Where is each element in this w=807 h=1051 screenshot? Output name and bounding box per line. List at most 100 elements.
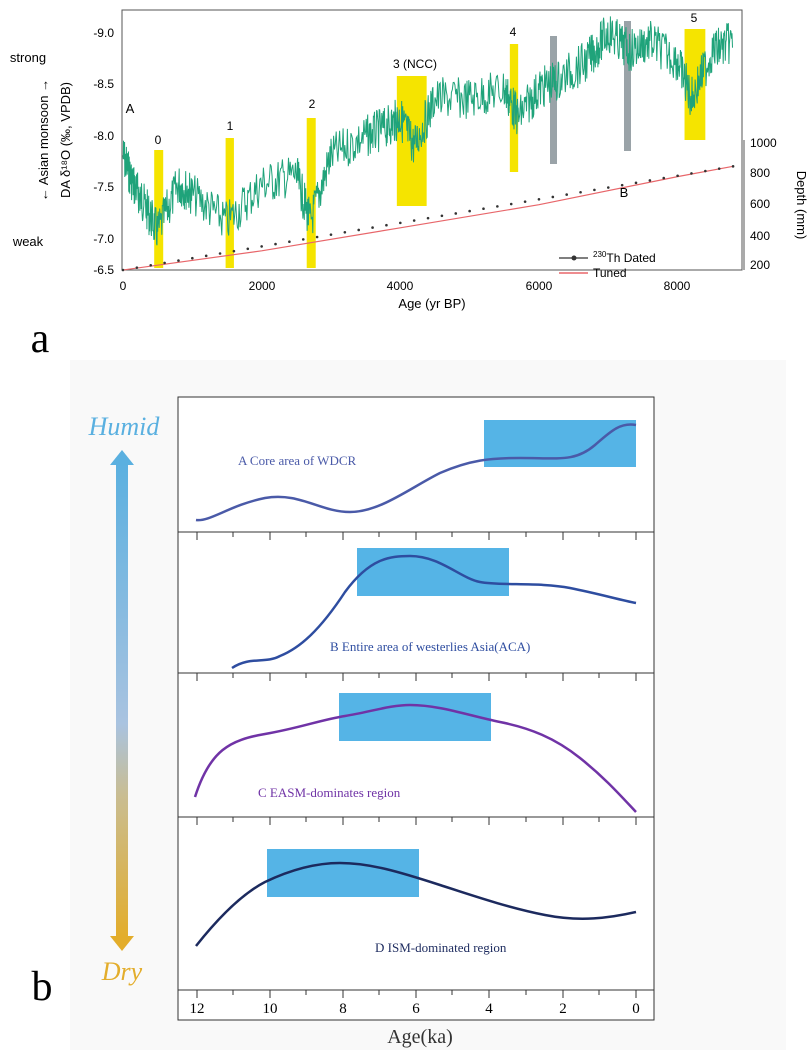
dated-point: [426, 216, 430, 220]
b-x-axis-label: Age(ka): [387, 1026, 453, 1048]
x-tick-label: 12: [190, 1001, 205, 1017]
event-label: 5: [691, 11, 698, 25]
dated-point: [537, 198, 541, 201]
dated-point: [163, 261, 166, 265]
dated-point: [482, 207, 485, 211]
b-x-axis: 12 10 8 6 4 2 0 Age(ka): [190, 1001, 640, 1048]
dated-point: [232, 249, 236, 253]
dated-point: [468, 209, 471, 213]
humid-box-a: [484, 420, 636, 467]
dated-point: [315, 235, 319, 239]
panel-letter-a: a: [31, 316, 50, 362]
dated-point: [343, 230, 347, 234]
left-axis: -9.0 -8.5 -8.0 -7.5 -7.0 -6.5: [93, 26, 114, 277]
legend: 230Th Dated Tuned: [559, 250, 656, 280]
gray-event-bar: [624, 21, 631, 151]
dated-point: [606, 186, 610, 189]
dated-point: [565, 193, 568, 196]
humid-box-c: [339, 693, 491, 741]
dated-point: [177, 259, 180, 262]
subpanel-axes: [178, 531, 654, 998]
curve-a: [195, 423, 637, 522]
right-tick-label: 800: [750, 166, 770, 180]
dated-point: [301, 238, 305, 241]
x-tick-label: 0: [120, 279, 127, 293]
dated-point: [218, 252, 222, 255]
down-arrowhead-icon: [110, 936, 134, 951]
right-tick-label: 1000: [750, 136, 777, 150]
dated-point: [593, 188, 596, 192]
up-arrowhead-icon: [110, 450, 134, 465]
dated-point: [274, 242, 277, 246]
left-tick-label: -8.0: [93, 129, 114, 143]
dated-point: [246, 247, 250, 251]
legend-dated: 230Th Dated: [593, 250, 656, 265]
oxygen-isotope-series: [122, 16, 733, 246]
right-tick-label: 200: [750, 258, 770, 272]
legend-tuned: Tuned: [593, 266, 627, 280]
x-tick-label: 2000: [249, 279, 276, 293]
x-tick-label: 6: [412, 1001, 420, 1017]
humid-label: Humid: [88, 412, 161, 441]
event-label: 4: [510, 25, 517, 39]
panel-b: Humid Dry A Core area of WDCR B Entire a…: [32, 360, 786, 1050]
humid-box-b: [357, 548, 509, 596]
dated-point: [412, 219, 416, 222]
event-bar: [306, 118, 316, 268]
curve-label-c: C EASM-dominates region: [258, 785, 401, 800]
dated-point: [385, 223, 388, 227]
dated-point: [662, 176, 666, 180]
dated-point: [371, 226, 374, 229]
monsoon-label: ← Asian monsoon →: [36, 79, 51, 201]
dated-point: [579, 190, 582, 194]
dated-point: [399, 221, 402, 225]
dated-point: [288, 240, 291, 244]
left-tick-label: -9.0: [93, 26, 114, 40]
humid-box-d: [267, 849, 419, 897]
left-tick-label: -8.5: [93, 77, 114, 91]
curve-b: [231, 554, 637, 670]
dated-point: [440, 214, 444, 218]
x-tick-label: 0: [632, 1001, 640, 1017]
dated-point: [204, 254, 208, 258]
left-tick-label: -7.0: [93, 232, 114, 246]
label-a: A: [126, 101, 135, 116]
event-label: 1: [227, 119, 234, 133]
x-axis: 0 2000 4000 6000 8000 Age (yr BP): [120, 279, 691, 311]
dated-point: [676, 174, 679, 178]
dated-point: [454, 212, 458, 215]
dated-point: [717, 167, 721, 170]
dated-point: [496, 205, 499, 208]
curve-d: [195, 861, 637, 947]
panel-a: -9.0 -8.5 -8.0 -7.5 -7.0 -6.5 1000 800 6…: [10, 9, 807, 362]
dated-point: [509, 202, 513, 206]
left-tick-label: -6.5: [93, 263, 114, 277]
dated-point: [357, 228, 361, 232]
x-tick-label: 6000: [526, 279, 553, 293]
dry-label: Dry: [101, 957, 143, 986]
event-label: 2: [309, 97, 316, 111]
tuned-age-depth-line: [122, 165, 734, 271]
event-label: 0: [155, 133, 162, 147]
dated-point: [551, 195, 555, 199]
weak-label: weak: [12, 234, 44, 249]
curve-label-b: B Entire area of westerlies Asia(ACA): [330, 639, 530, 654]
dated-point: [690, 172, 693, 175]
right-tick-label: 400: [750, 229, 770, 243]
x-tick-label: 2: [559, 1001, 567, 1017]
right-axis: 1000 800 600 400 200 0 Depth (mm): [743, 136, 807, 272]
gray-event-bar: [550, 36, 557, 164]
x-tick-label: 8: [339, 1001, 347, 1017]
dated-point: [149, 263, 153, 267]
dated-point: [648, 179, 652, 182]
right-tick-label: 600: [750, 197, 770, 211]
x-tick-label: 10: [263, 1001, 278, 1017]
panel-letter-b: b: [32, 964, 53, 1010]
right-axis-label: Depth (mm): [794, 171, 807, 240]
dated-point: [191, 256, 194, 260]
curve-label-a: A Core area of WDCR: [238, 453, 357, 468]
dated-point: [523, 200, 527, 203]
dated-point: [135, 266, 139, 269]
curve-label-d: D ISM-dominated region: [375, 940, 507, 955]
